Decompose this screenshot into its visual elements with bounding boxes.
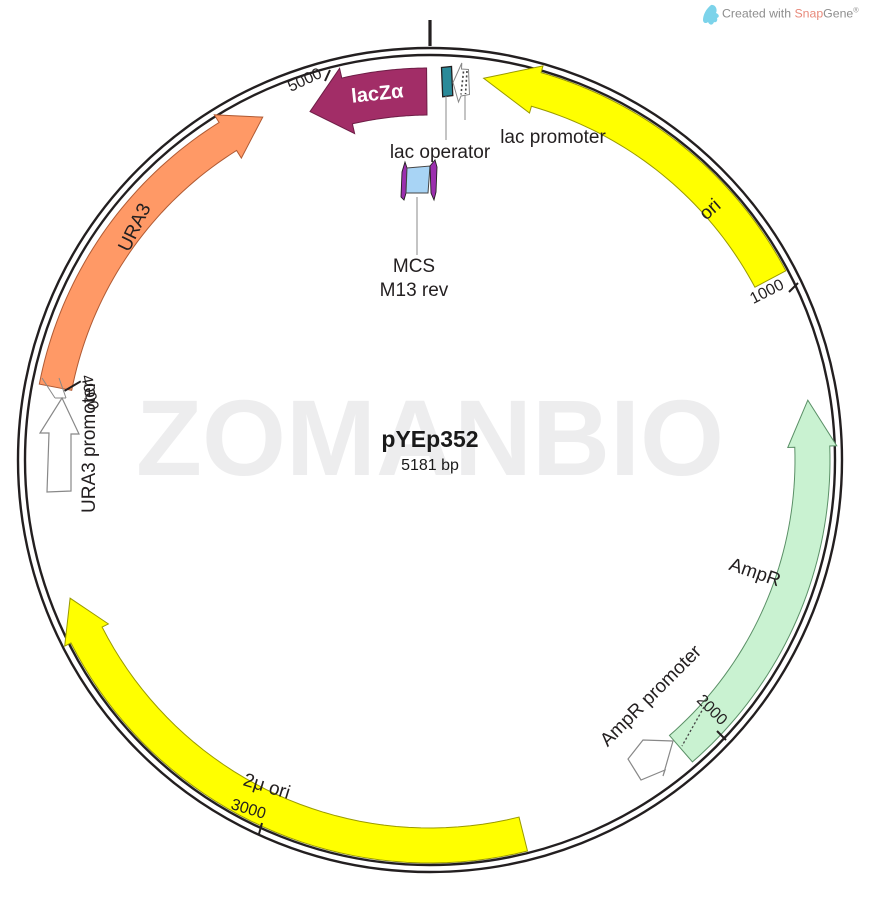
svg-text:lac promoter: lac promoter (500, 127, 606, 148)
svg-text:lac operator: lac operator (390, 142, 491, 163)
svg-text:URA3 promoter: URA3 promoter (79, 380, 100, 513)
svg-text:Created with SnapGene®: Created with SnapGene® (722, 6, 859, 21)
svg-text:MCS: MCS (393, 256, 435, 277)
svg-text:AmpR: AmpR (726, 554, 783, 591)
svg-text:5181 bp: 5181 bp (401, 457, 459, 474)
svg-text:pYEp352: pYEp352 (381, 426, 478, 452)
svg-text:M13 rev: M13 rev (380, 280, 449, 301)
svg-text:5000: 5000 (285, 65, 325, 95)
